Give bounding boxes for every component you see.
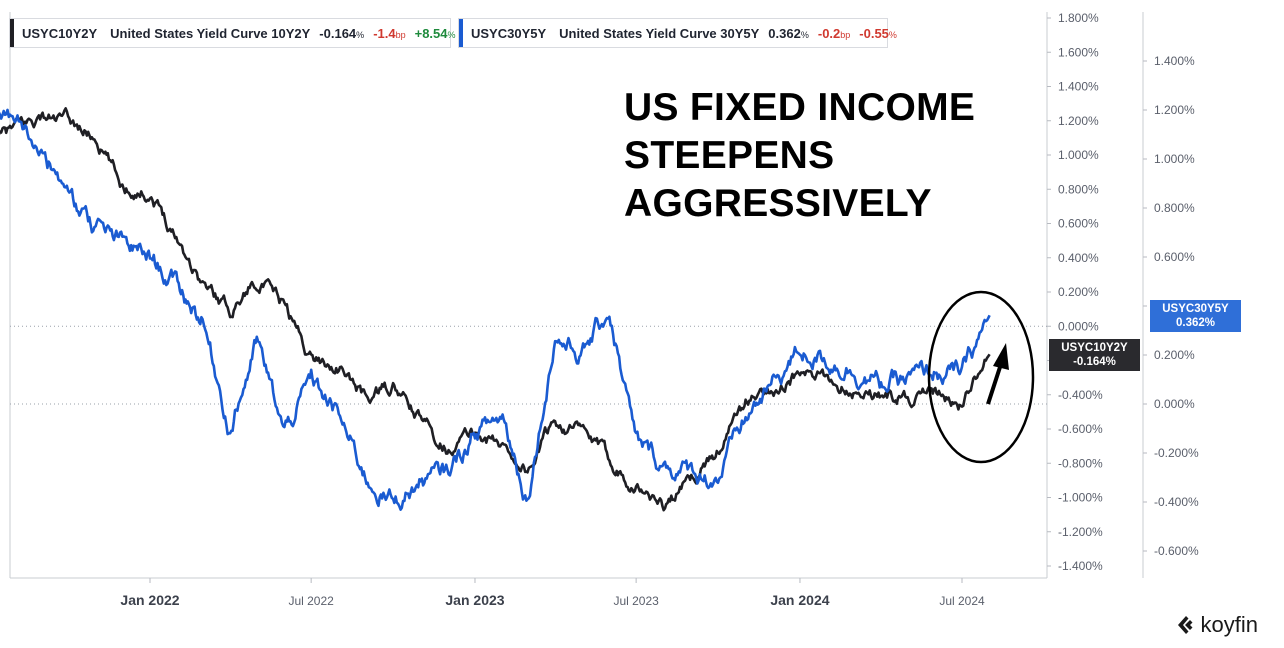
left-axis-tick-label: 1.800% [1058,11,1099,25]
x-axis-tick-label: Jan 2024 [770,592,829,608]
left-axis-tick-label: 1.400% [1058,80,1099,94]
left-axis-tick-label: -0.800% [1058,456,1103,470]
chart-axes: 1.800% 1.600% 1.400% 1.200% 1.000% 0.800% 0.60… [120,11,1199,608]
left-axis-tick-label: 0.400% [1058,251,1099,265]
legend-item-usyc30y5y[interactable]: USYC30Y5Y United States Yield Curve 30Y5… [458,18,897,48]
right-axis-tick-label: 1.000% [1154,152,1195,166]
left-axis-tick-label: 0.200% [1058,285,1099,299]
legend-series-name: United States Yield Curve 30Y5Y [559,25,760,41]
left-axis-tick-label: -1.000% [1058,491,1103,505]
legend-value: 0.362% [768,25,809,41]
chart-frame [9,12,1144,579]
x-axis-tick-label: Jul 2023 [613,594,659,608]
koyfin-logo-icon [1177,616,1193,634]
left-axis-tick-label: 0.600% [1058,217,1099,231]
headline-line: STEEPENS [624,134,835,177]
legend-value: -0.164% [319,25,365,41]
right-axis-tick-label: 0.200% [1154,348,1195,362]
left-axis-tick-label: -0.400% [1058,388,1103,402]
left-axis-tick-label: 1.600% [1058,45,1099,59]
right-axis-tick-label: 1.200% [1154,103,1195,117]
left-axis-tick-label: -1.400% [1058,559,1103,573]
legend-swatch-usyc10y2y [10,19,14,47]
left-axis-tick-label: 1.000% [1058,148,1099,162]
right-axis-tick-label: -0.600% [1154,544,1199,558]
left-axis-tick-label: -1.200% [1058,525,1103,539]
legend-item-usyc10y2y[interactable]: USYC10Y2Y United States Yield Curve 10Y2… [9,18,456,48]
right-axis-tick-label: 1.400% [1154,54,1195,68]
highlight-ellipse [927,290,1035,464]
last-value-tag-usyc10y2y: USYC10Y2Y -0.164% [1049,339,1140,371]
legend-swatch-usyc30y5y [459,19,463,47]
legend-ticker: USYC10Y2Y [22,25,98,41]
right-axis-tick-label: -0.200% [1154,446,1199,460]
left-axis-tick-label: -0.600% [1058,422,1103,436]
legend-change-pct: +8.54% [414,25,456,41]
series-line-usyc10y2y [0,107,991,512]
left-axis-tick-label: 0.800% [1058,182,1099,196]
brand-name: koyfin [1200,612,1258,637]
x-axis-tick-label: Jul 2024 [939,594,985,608]
x-axis-tick-label: Jul 2022 [288,594,334,608]
legend-change-bp: -1.4bp [373,25,406,41]
right-axis-tick-label: 0.000% [1154,397,1195,411]
chart-series [0,107,991,512]
tag-ticker: USYC10Y2Y [1061,342,1128,354]
legend-change-bp: -0.2bp [817,25,851,41]
right-axis-tick-label: 0.600% [1154,250,1195,264]
tag-value: -0.164% [1073,356,1116,368]
series-line-usyc30y5y [0,108,991,511]
legend-change-pct: -0.55% [859,25,897,41]
legend-series-name: United States Yield Curve 10Y2Y [110,25,311,41]
chart-annotations [927,290,1035,464]
tag-value: 0.362% [1175,317,1215,329]
right-axis-tick-label: 0.800% [1154,201,1195,215]
headline: US FIXED INCOME STEEPENS AGGRESSIVELY [624,84,1004,228]
x-axis-tick-label: Jan 2023 [445,592,504,608]
left-axis-tick-label: 1.200% [1058,114,1099,128]
left-axis-tick-label: 0.000% [1058,319,1099,333]
headline-line: US FIXED INCOME [624,86,976,129]
legend-ticker: USYC30Y5Y [471,25,547,41]
koyfin-logo: koyfin [1175,612,1258,638]
trend-arrow-head [993,343,1009,370]
headline-line: AGGRESSIVELY [624,182,932,225]
right-axis-tick-label: -0.400% [1154,495,1199,509]
last-value-tag-usyc30y5y: USYC30Y5Y 0.362% [1150,300,1241,332]
trend-arrow-shaft [986,363,1003,405]
tag-ticker: USYC30Y5Y [1162,303,1229,315]
x-axis-tick-label: Jan 2022 [120,592,179,608]
